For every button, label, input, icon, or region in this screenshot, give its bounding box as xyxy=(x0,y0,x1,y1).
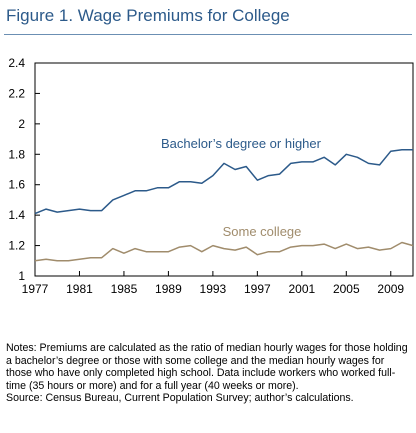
y-tick-label: 1.2 xyxy=(8,239,25,253)
y-tick-label: 1.8 xyxy=(8,147,25,161)
figure-notes: Notes: Premiums are calculated as the ra… xyxy=(6,342,410,405)
series-label-some-college: Some college xyxy=(223,224,302,239)
x-tick-label: 2009 xyxy=(377,282,404,296)
chart-series-labels: Bachelor’s degree or higher Some college xyxy=(161,136,322,239)
x-tick-label: 1989 xyxy=(155,282,182,296)
series-label-bachelor: Bachelor’s degree or higher xyxy=(161,136,322,151)
notes-text: Notes: Premiums are calculated as the ra… xyxy=(6,342,408,392)
x-tick-label: 1997 xyxy=(244,282,271,296)
x-tick-label: 2001 xyxy=(288,282,315,296)
figure-title: Figure 1. Wage Premiums for College xyxy=(6,6,290,25)
x-tick-label: 1985 xyxy=(111,282,138,296)
line-chart: 1 1.2 1.4 1.6 1.8 2 2.2 2.4 1977 1981 1985 1989 1993… xyxy=(8,56,414,296)
chart-series xyxy=(34,148,414,262)
plot-frame xyxy=(34,62,414,277)
y-tick-label: 1.6 xyxy=(8,178,25,192)
x-tick-label: 1977 xyxy=(22,282,49,296)
y-tick-label: 2.2 xyxy=(8,86,25,100)
y-tick-label: 2.4 xyxy=(8,56,25,70)
series-line-some-college xyxy=(34,241,414,262)
notes-source: Source: Census Bureau, Current Populatio… xyxy=(6,392,354,405)
y-tick-label: 1 xyxy=(18,269,25,283)
chart-axes: 1 1.2 1.4 1.6 1.8 2 2.2 2.4 1977 1981 1985 1989 1993… xyxy=(8,56,414,296)
series-line-bachelor xyxy=(34,148,413,215)
y-tick-label: 2 xyxy=(18,117,25,131)
x-tick-label: 2005 xyxy=(333,282,360,296)
x-tick-label: 1981 xyxy=(66,282,93,296)
y-tick-label: 1.4 xyxy=(8,208,25,222)
title-divider xyxy=(4,34,412,35)
x-tick-label: 1993 xyxy=(200,282,227,296)
